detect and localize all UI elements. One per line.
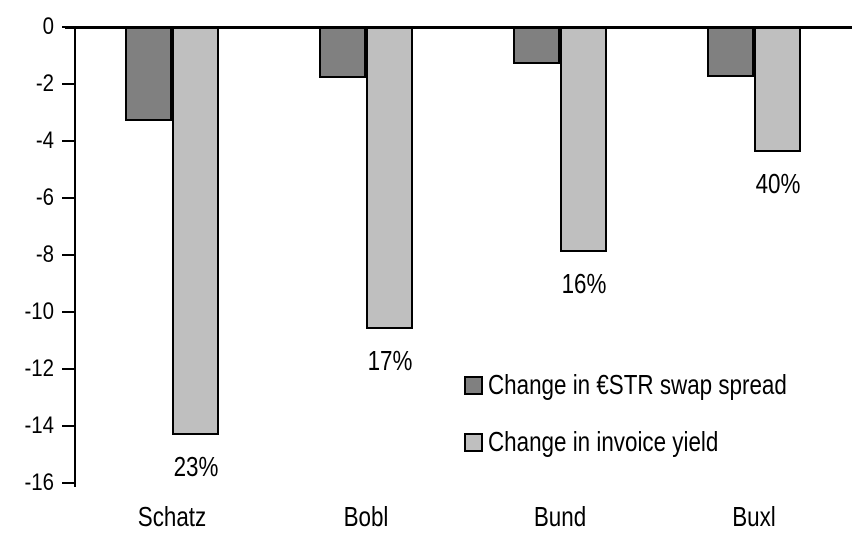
x-axis-zero-line [65,25,852,29]
bar-invoice-yield-bund [560,27,607,253]
y-tick-label--8: -8 [35,241,54,268]
bar-invoice-yield-schatz [172,27,219,435]
legend-label-swap-spread: Change in €STR swap spread [488,369,787,400]
y-tick-label--2: -2 [35,70,54,97]
bar-swap-spread-bobl [319,27,366,79]
y-tick-label--16: -16 [24,469,54,496]
y-tick-label--14: -14 [24,412,54,439]
legend: Change in €STR swap spread Change in inv… [464,369,852,457]
y-axis-line [73,25,76,487]
legend-swatch-invoice-yield-icon [464,432,483,452]
legend-swatch-swap-spread-icon [464,375,483,395]
data-label-buxl: 40% [755,168,800,200]
x-category-label-bobl: Bobl [343,501,389,532]
bar-swap-spread-schatz [125,27,172,122]
bar-swap-spread-buxl [707,27,754,77]
y-tick--2 [62,82,76,86]
y-tick-label--6: -6 [35,184,54,211]
y-tick--8 [62,253,76,257]
bar-invoice-yield-bobl [366,27,413,330]
y-tick-label-0: 0 [42,13,54,40]
legend-item-invoice-yield: Change in invoice yield [464,426,852,457]
y-tick--16 [62,481,76,485]
y-tick--4 [62,139,76,143]
bar-swap-spread-bund [513,27,560,65]
y-tick--6 [62,196,76,200]
x-category-label-bund: Bund [533,501,587,532]
bar-invoice-yield-buxl [754,27,801,153]
data-label-bund: 16% [561,268,606,300]
data-label-bobl: 17% [367,345,412,377]
y-tick-label--12: -12 [24,355,54,382]
x-category-label-buxl: Buxl [732,501,776,532]
y-tick-label--10: -10 [24,298,54,325]
legend-item-swap-spread: Change in €STR swap spread [464,369,852,400]
y-tick--14 [62,424,76,428]
x-category-label-schatz: Schatz [137,501,207,532]
y-tick--12 [62,367,76,371]
data-label-schatz: 23% [173,450,218,482]
y-tick--10 [62,310,76,314]
y-tick-label--4: -4 [35,127,54,154]
legend-label-invoice-yield: Change in invoice yield [488,426,719,457]
